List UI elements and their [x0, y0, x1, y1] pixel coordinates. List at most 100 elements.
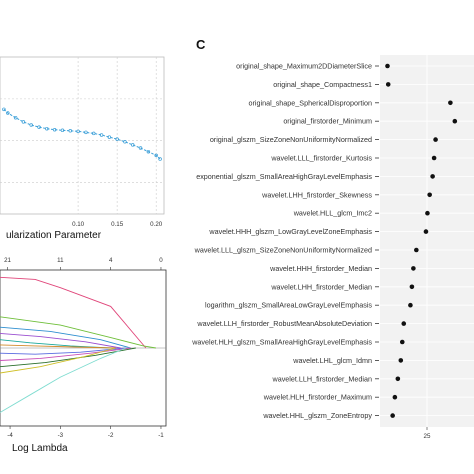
panel-c-feature-label: wavelet.HHH_glszm_LowGrayLevelZoneEmphas…	[208, 227, 372, 236]
panel-c-point	[385, 82, 391, 87]
panel-b-top-tick-label: 21	[4, 257, 11, 264]
panel-b-coefficient-line	[0, 347, 136, 368]
panel-c-point	[425, 210, 430, 216]
panel-b-coefficient-line	[0, 316, 156, 349]
panel-c-point	[433, 137, 438, 142]
panel-a-point	[154, 153, 158, 158]
panel-b-x-tick-label: -3	[58, 432, 64, 439]
panel-c-feature-label: wavelet.LLL_firstorder_Kurtosis	[270, 154, 372, 163]
panel-c-feature-label: wavelet.LHH_firstorder_Median	[270, 282, 372, 291]
panel-b-coefficient-line	[0, 347, 126, 413]
panel-c-x-ticks: 25	[424, 427, 431, 440]
panel-b-coefficient-line	[0, 332, 121, 349]
panel-b-lines	[0, 276, 166, 413]
panel-a-point	[99, 133, 104, 137]
panel-c-point	[423, 229, 429, 234]
panel-c-label: C	[196, 37, 206, 52]
panel-c-point	[411, 266, 416, 271]
panel-c-feature-importance: C original_shape_Maximum2DDiameterSliceo…	[191, 37, 474, 440]
panel-c-feature-label: wavelet.LLL_glszm_SizeZoneNonUniformityN…	[194, 246, 372, 255]
panel-b-coefficient-line	[0, 344, 116, 349]
panel-a-grid	[0, 57, 164, 214]
panel-c-point	[392, 394, 398, 400]
panel-b-x-axis-title: Log Lambda	[12, 443, 68, 454]
panel-a-x-tick-label: 0.10	[72, 221, 85, 228]
panel-a-point	[68, 129, 73, 133]
panel-b-coefficient-line	[0, 326, 131, 349]
panel-c-feature-label: original_shape_Compactness1	[273, 80, 372, 89]
panel-c-point	[401, 321, 407, 326]
panel-c-feature-label: wavelet.LHH_firstorder_Skewness	[261, 190, 372, 199]
panel-c-point	[414, 247, 419, 253]
panel-c-point	[427, 192, 432, 198]
panel-a-x-axis-title: ularization Parameter	[6, 230, 102, 241]
panel-b-x-tick-label: -4	[7, 432, 13, 439]
panel-c-points	[385, 63, 458, 418]
panel-a-regularization-path: 0.10 0.15 0.20 ularization Parameter	[0, 56, 165, 241]
panel-b-coefficient-line	[0, 347, 116, 374]
panel-c-feature-label: original_firstorder_Minimum	[283, 117, 372, 126]
panel-a-point	[158, 157, 162, 161]
panel-c-point	[395, 376, 401, 382]
panel-a-x-tick-label: 0.15	[111, 221, 124, 228]
panel-b-x-tick-label: -1	[158, 432, 164, 439]
panel-c-feature-label: logarithm_glszm_SmallAreaLowGrayLevelEmp…	[205, 301, 372, 310]
panel-c-feature-label: wavelet.LLH_firstorder_RobustMeanAbsolut…	[196, 319, 372, 328]
panel-c-feature-label: original_shape_SphericalDisproportion	[249, 98, 372, 107]
panel-c-feature-labels: original_shape_Maximum2DDiameterSliceori…	[191, 62, 379, 420]
panel-c-feature-label: original_glszm_SizeZoneNonUniformityNorm…	[210, 135, 372, 144]
panel-a-point	[123, 140, 127, 144]
panel-c-point	[385, 63, 390, 69]
panel-c-feature-label: original_shape_Maximum2DDiameterSlice	[236, 62, 372, 71]
panel-a-point	[21, 120, 26, 124]
panel-c-point	[409, 284, 415, 290]
panel-b-coefficient-line	[0, 276, 147, 349]
panel-a-point	[37, 125, 41, 129]
panel-c-feature-label: wavelet.HLH_firstorder_Maximum	[263, 393, 372, 402]
panel-c-feature-label: wavelet.LHL_glcm_Idmn	[292, 356, 372, 365]
panel-c-feature-label: wavelet.HHH_firstorder_Median	[269, 264, 372, 273]
panel-c-x-tick-label: 25	[424, 433, 431, 440]
panel-a-point	[131, 143, 135, 147]
panel-b-top-tick-label: 11	[57, 257, 64, 264]
panel-a-x-tick-label: 0.20	[150, 221, 163, 228]
panel-c-point	[398, 358, 404, 363]
panel-a-frame	[0, 56, 165, 215]
panel-a-point	[84, 130, 88, 135]
panel-c-point	[431, 155, 437, 161]
panel-c-feature-label: wavelet.HHL_glszm_ZoneEntropy	[262, 411, 372, 420]
panel-c-point	[399, 339, 405, 345]
panel-a-point	[52, 127, 57, 132]
panel-a-point	[13, 115, 18, 120]
panel-a-point	[29, 123, 33, 127]
panel-b-coefficient-line	[0, 347, 126, 355]
panel-a-point	[2, 107, 6, 112]
panel-b-coefficient-paths: 21 11 4 0 -4 -3 -2 -1 Log Lambda	[0, 257, 167, 454]
panel-c-feature-label: wavelet.HLL_glcm_Imc2	[293, 209, 372, 218]
panel-a-x-ticks: 0.10 0.15 0.20	[72, 221, 163, 228]
panel-c-point	[448, 100, 453, 106]
panel-a-point	[91, 131, 96, 136]
panel-a-point	[6, 111, 10, 115]
panel-c-point	[452, 118, 458, 124]
panel-a-point	[45, 126, 49, 131]
panel-c-feature-label: wavelet.HLH_glszm_SmallAreaHighGrayLevel…	[191, 338, 372, 347]
panel-a-point	[107, 135, 112, 139]
panel-a-point	[60, 128, 65, 133]
panel-a-point	[76, 129, 80, 134]
panel-c-point	[390, 413, 395, 418]
panel-c-feature-label: exponential_glszm_SmallAreaHighGrayLevel…	[196, 172, 372, 181]
panel-b-top-tick-label: 0	[159, 257, 163, 264]
panel-b-coefficient-line	[0, 347, 131, 361]
panel-b-x-ticks: -4 -3 -2 -1	[7, 426, 164, 439]
panel-c-point	[408, 302, 413, 308]
panel-b-x-tick-label: -2	[108, 432, 114, 439]
panel-a-points	[2, 107, 162, 161]
panel-c-feature-label: wavelet.LLH_firstorder_Median	[272, 374, 372, 383]
panel-b-top-tick-label: 4	[109, 257, 113, 264]
panel-a-point	[138, 146, 143, 150]
panel-a-point	[146, 149, 151, 154]
panel-a-point	[115, 137, 119, 141]
panel-b-top-ticks: 21 11 4 0	[4, 257, 163, 270]
